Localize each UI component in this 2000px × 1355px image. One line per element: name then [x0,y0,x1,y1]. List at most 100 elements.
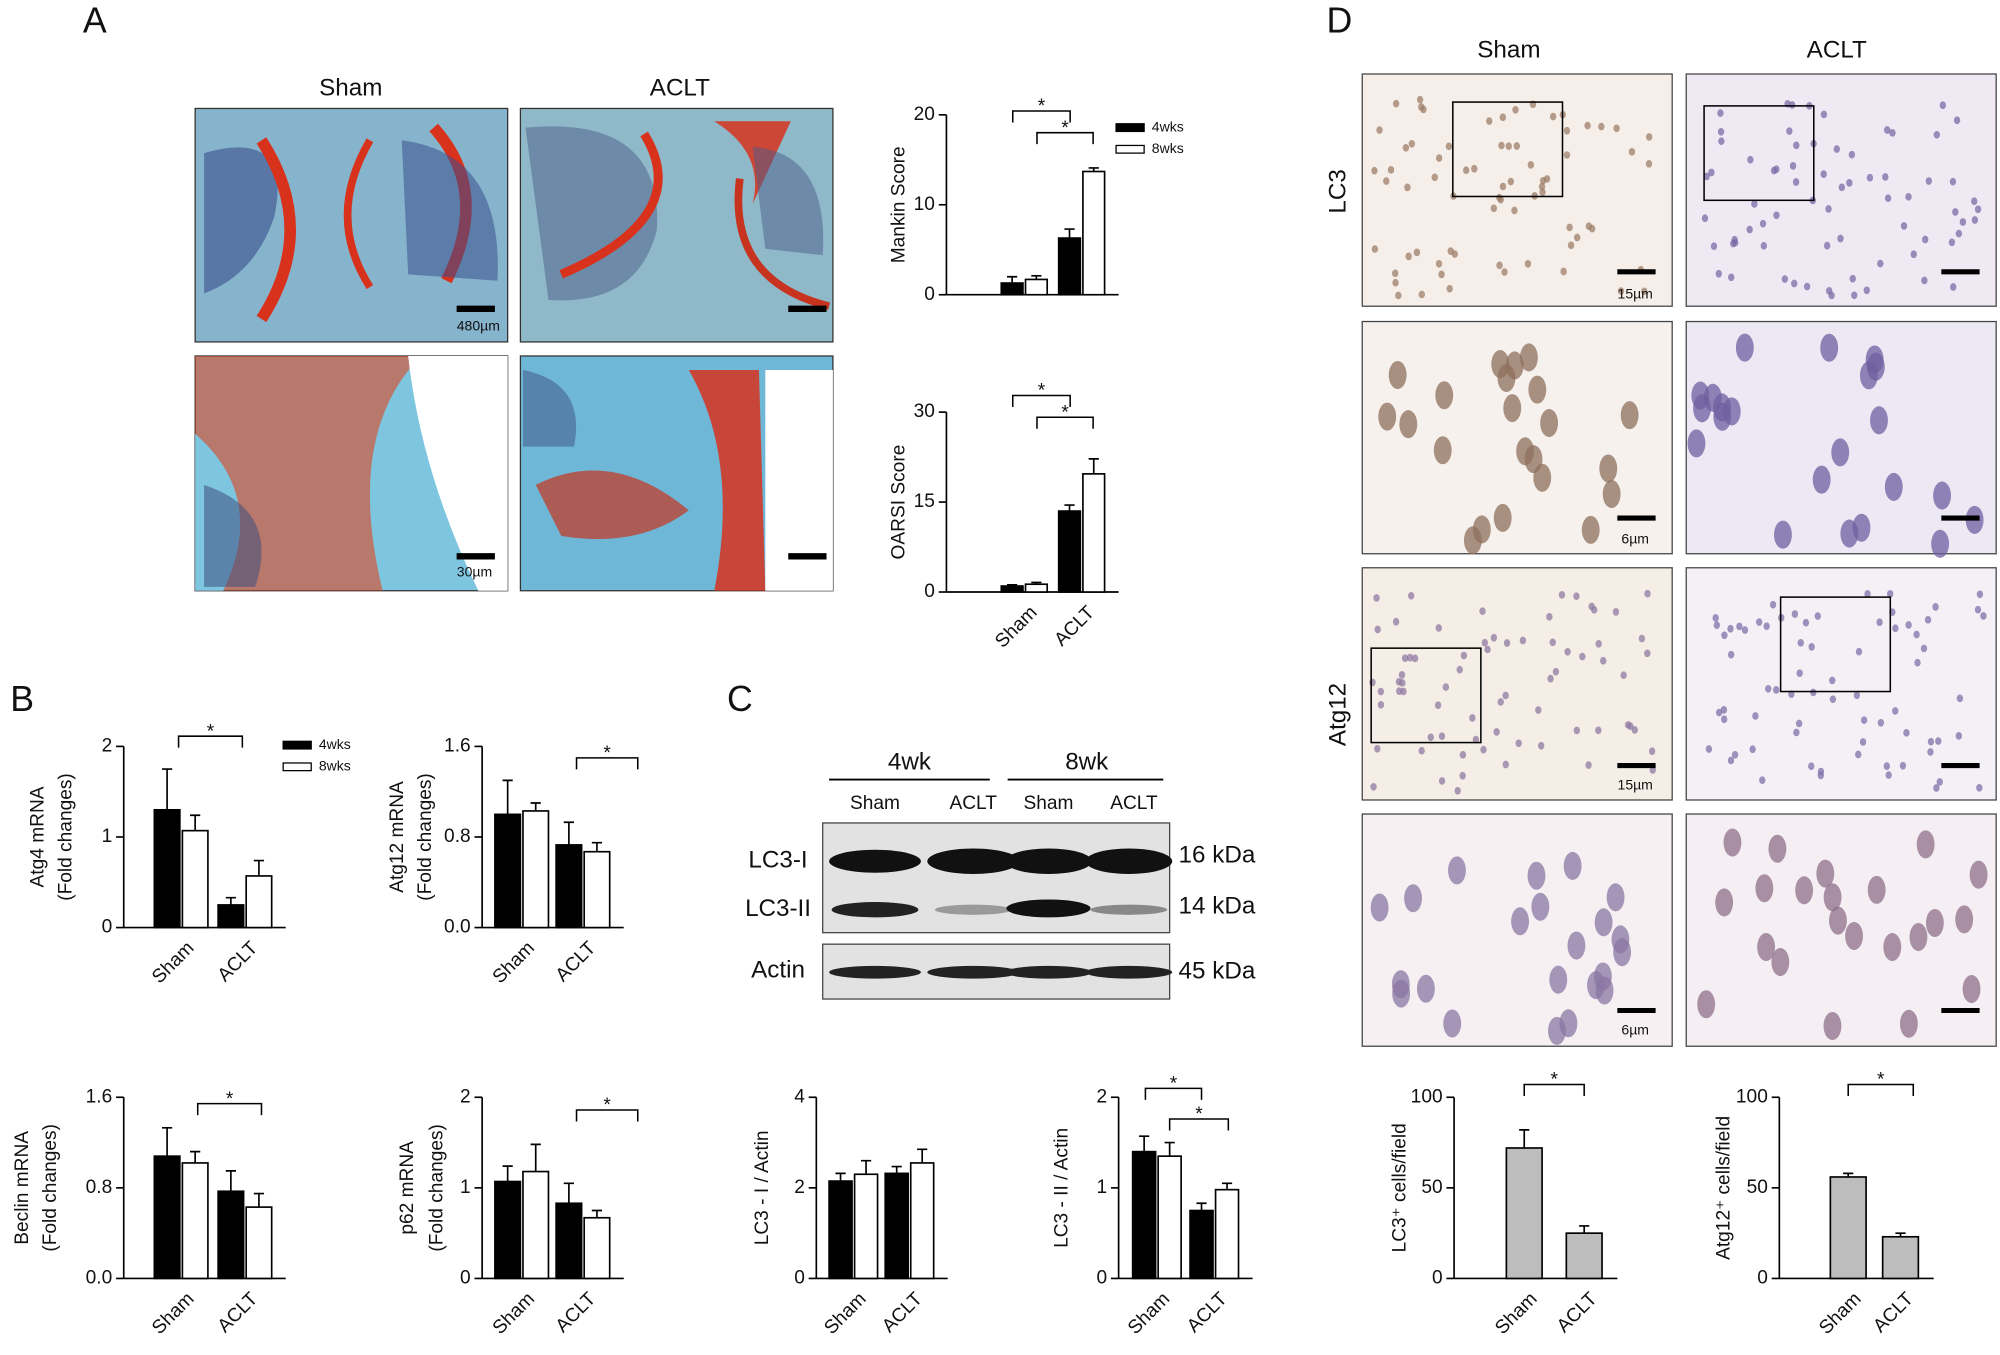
cell [1418,103,1425,111]
lane-label: Sham [1023,793,1073,814]
cell [1519,636,1527,645]
cell [1949,177,1957,186]
cell [1976,783,1983,792]
bar [494,1180,522,1280]
cell [1795,876,1814,905]
cell [1763,622,1770,631]
cell [1747,155,1754,164]
scale-label: 15µm [1618,285,1653,301]
cell [1914,658,1921,667]
cell [1447,247,1454,255]
cell [1563,151,1571,159]
cell [1885,771,1892,779]
y-axis-label: LC3 - I / Actin [752,1130,773,1245]
y-axis-label: (Fold changes) [40,1124,61,1252]
blot [822,943,1173,1000]
cell [1793,141,1800,150]
y-tick-label: 1 [1097,1177,1108,1198]
cell [1905,621,1912,629]
cell [1563,851,1582,880]
significance-label: * [1195,1104,1203,1125]
y-axis-label: (Fold changes) [415,773,436,901]
ihc-images: 15µm 6µm 15µm 6µm [1361,73,1997,1047]
cell [1600,656,1607,665]
y-tick-label: 50 [1421,1177,1442,1198]
cell [1927,737,1935,746]
cell [1538,182,1546,191]
cell [1840,519,1859,548]
cell [1833,145,1840,153]
cell [1820,333,1839,362]
cell [1484,645,1491,654]
y-tick-label: 0 [102,917,113,938]
error-bar [917,1148,928,1163]
significance-bracket [1144,1087,1203,1100]
cell [1825,205,1832,213]
y-tick-label: 50 [1747,1177,1768,1198]
bar [1057,237,1082,296]
cell [1853,691,1861,700]
cell [1431,173,1438,182]
cell [1590,606,1598,614]
error-bar [1064,504,1075,512]
bar [1000,585,1024,593]
cell [1579,652,1586,661]
cell [1931,529,1950,558]
cell [1598,122,1605,131]
cell [1802,618,1810,627]
cell [1728,273,1735,282]
cell [1851,291,1858,300]
cell [1899,761,1907,770]
error-bar [1088,458,1099,474]
cell [1980,612,1987,620]
cell [1720,706,1728,714]
cell [1392,979,1411,1008]
cell [1863,286,1870,295]
cell [1976,590,1984,599]
cell [1454,786,1461,795]
cell [1567,931,1586,960]
cell [1558,590,1566,599]
cell [1511,907,1530,936]
cell [1903,729,1910,737]
legend-swatch [1115,123,1145,133]
cell [1549,112,1557,121]
cell [1463,526,1482,555]
scale-label: 480µm [457,317,500,333]
time-point: 8wk [1065,748,1109,775]
y-axis-label: LC3⁺ cells/field [1390,1123,1411,1252]
cell [1823,1011,1842,1041]
cell [1462,166,1470,175]
cell [1792,178,1800,186]
bar [1024,278,1049,296]
inset-box [1452,101,1564,198]
bar [1082,170,1106,296]
cell [1768,834,1787,863]
cell [1703,383,1722,412]
cell [1786,127,1793,135]
cell [1374,625,1381,634]
cell [1401,654,1409,663]
cell [1392,617,1400,626]
significance-bracket [1523,1083,1585,1096]
cell [1617,287,1625,295]
y-tick-label: 100 [1736,1086,1768,1107]
cell [1820,110,1828,119]
cell [1644,589,1651,598]
cell [1612,608,1620,616]
significance-label: * [1877,1070,1885,1091]
error-bar [1196,1202,1207,1211]
y-axis-label: Beclin mRNA [12,1131,33,1245]
error-bar [161,1127,173,1157]
cell [1559,1009,1578,1038]
cell [1876,618,1883,627]
cell [1828,291,1835,300]
cell [1859,361,1878,390]
error-bar [253,859,265,876]
cell [1712,614,1719,622]
cell [1511,206,1518,215]
cell [1370,893,1389,922]
cell [1486,117,1493,125]
cell [1547,674,1554,683]
